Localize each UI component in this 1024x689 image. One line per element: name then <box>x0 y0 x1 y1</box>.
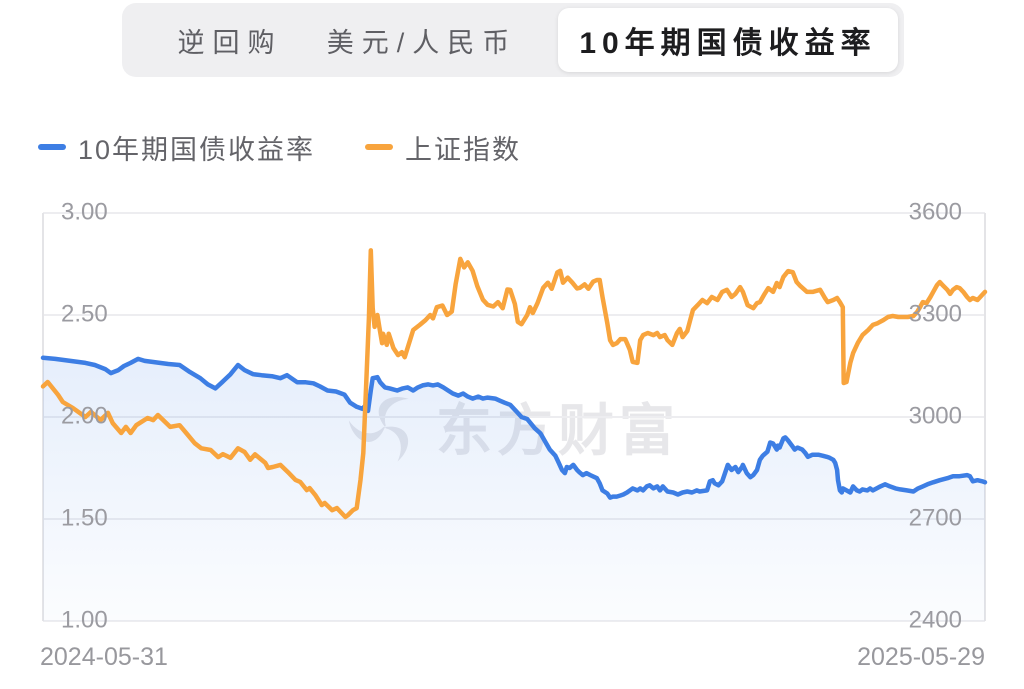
y-axis-label-left: 1.00 <box>61 606 108 634</box>
y-axis-label-right: 2700 <box>908 504 962 532</box>
legend-label: 10年期国债收益率 <box>78 134 316 165</box>
legend-dash-blue-icon <box>38 144 66 150</box>
legend-label: 上证指数 <box>405 134 522 165</box>
y-axis-label-left: 2.00 <box>61 402 108 430</box>
series-area-fill <box>43 357 985 621</box>
chart-legend: 10年期国债收益率 上证指数 <box>38 128 521 166</box>
tab-10y-treasury-yield-active[interactable]: 10年期国债收益率 <box>558 8 898 72</box>
legend-item-bond-yield[interactable]: 10年期国债收益率 <box>38 128 315 167</box>
series-line-1 <box>40 248 988 520</box>
legend-dash-orange-icon <box>365 144 394 150</box>
x-axis-end-date: 2025-05-29 <box>857 643 985 671</box>
legend-item-sse-index[interactable]: 上证指数 <box>365 128 521 167</box>
y-axis-label-right: 3000 <box>908 402 962 430</box>
x-axis-start-date: 2024-05-31 <box>40 643 168 671</box>
y-axis-label-left: 2.50 <box>61 300 108 328</box>
y-axis-label-right: 3600 <box>908 198 962 226</box>
y-axis-label-right: 2400 <box>908 606 962 634</box>
y-axis-label-right: 3300 <box>908 300 962 328</box>
y-axis-label-left: 1.50 <box>61 504 108 532</box>
tab-reverse-repo[interactable]: 逆回购 <box>177 27 283 58</box>
tab-bar: 逆回购 美元/人民币 10年期国债收益率 <box>122 3 904 77</box>
series-line-0 <box>40 355 988 500</box>
y-axis-label-left: 3.00 <box>61 198 108 226</box>
tab-usd-cny[interactable]: 美元/人民币 <box>326 27 518 58</box>
